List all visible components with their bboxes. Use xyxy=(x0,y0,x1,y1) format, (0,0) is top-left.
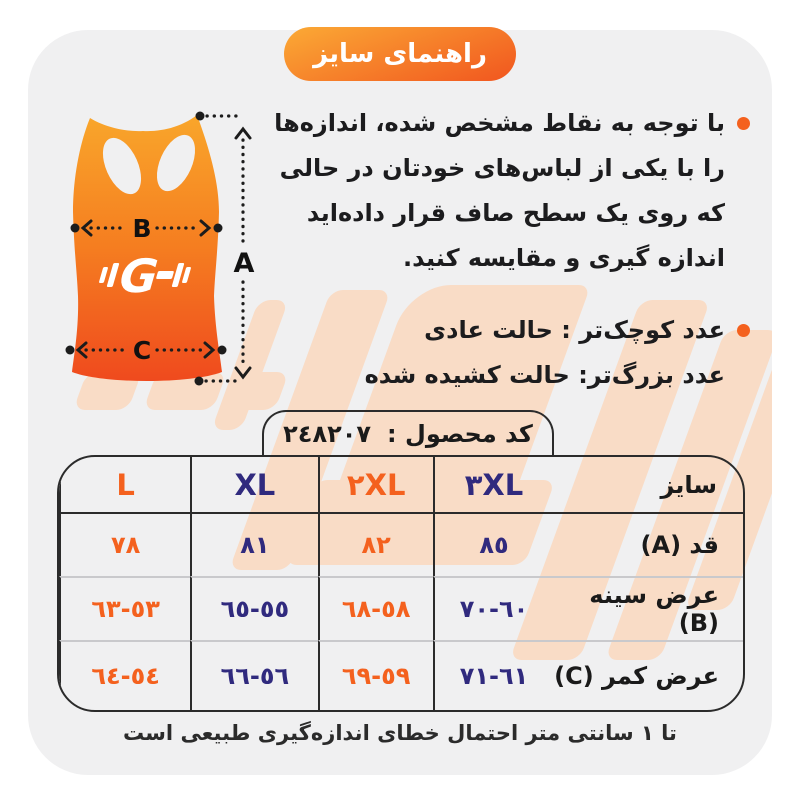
cell-waist-xl: ٥٦-٦٦ xyxy=(190,640,318,710)
measure-arrow-waist xyxy=(65,341,227,359)
armhole-left xyxy=(102,137,142,195)
bullet-dot-icon xyxy=(737,324,750,337)
table-header-size: سایز xyxy=(660,470,717,499)
instruction-line: عدد کوچک‌تر : حالت عادی xyxy=(424,316,725,344)
cell-waist-l: ٥٤-٦٤ xyxy=(59,640,191,710)
row-label-chest: عرض سینه (B) xyxy=(553,576,743,640)
cell-chest-2xl: ٥٨-٦٨ xyxy=(317,576,433,640)
size-guide-badge: راهنمای سایز xyxy=(284,27,516,81)
cell-chest-3xl: ٦٠-٧٠ xyxy=(432,576,554,640)
bullet-number-meaning: عدد کوچک‌تر : حالت عادی عدد بزرگ‌تر: حال… xyxy=(278,308,750,398)
tank-top-body xyxy=(72,115,222,381)
label-b: B xyxy=(132,214,151,243)
row-label-height: قد (A) xyxy=(553,512,743,576)
label-c: C xyxy=(133,336,151,365)
product-code-value: ٢٤٨٢٠٧ xyxy=(283,419,372,448)
instruction-line: را با یکی از لباس‌های خودتان در حالی xyxy=(279,154,725,182)
bullet-measure-text: با توجه به نقاط مشخص شده، اندازه‌ها را ب… xyxy=(274,101,725,281)
product-code-box: کد محصول : ٢٤٨٢٠٧ xyxy=(262,410,554,455)
cell-chest-l: ٥٣-٦٣ xyxy=(59,576,191,640)
cell-waist-2xl: ٥٩-٦٩ xyxy=(317,640,433,710)
product-code-label: کد محصول : xyxy=(387,419,533,448)
instruction-line: با توجه به نقاط مشخص شده، اندازه‌ها xyxy=(274,109,725,137)
cell-chest-xl: ٥٥-٦٥ xyxy=(190,576,318,640)
size-guide-badge-label: راهنمای سایز xyxy=(313,39,487,69)
cell-height-2xl: ٨٢ xyxy=(317,512,433,576)
size-table: سایز ٣XL ٢XL XL L قد (A) ٨٥ ٨٢ ٨١ ٧٨ عرض… xyxy=(57,455,745,712)
cell-height-l: ٧٨ xyxy=(59,512,191,576)
measure-arrow-chest xyxy=(70,219,223,237)
bullet-dot-icon xyxy=(737,117,750,130)
instruction-line: اندازه گیری و مقایسه کنید. xyxy=(403,244,725,272)
cell-waist-3xl: ٦١-٧١ xyxy=(432,640,554,710)
table-header-2xl: ٢XL xyxy=(317,457,433,512)
table-header-3xl: ٣XL xyxy=(432,457,553,512)
row-label-waist: عرض کمر (C) xyxy=(553,640,743,710)
bullet-number-text: عدد کوچک‌تر : حالت عادی عدد بزرگ‌تر: حال… xyxy=(365,308,725,398)
armhole-right xyxy=(156,134,196,192)
instruction-line: عدد بزرگ‌تر: حالت کشیده شده xyxy=(364,361,725,389)
table-header-xl: XL xyxy=(190,457,317,512)
bullet-measure-instruction: با توجه به نقاط مشخص شده، اندازه‌ها را ب… xyxy=(274,101,750,281)
label-a: A xyxy=(234,248,255,279)
cell-height-3xl: ٨٥ xyxy=(432,512,554,576)
tolerance-note: تا ١ سانتی متر احتمال خطای اندازه‌گیری ط… xyxy=(123,721,677,745)
tank-top-illustration: G B C xyxy=(65,111,255,386)
instructions: با توجه به نقاط مشخص شده، اندازه‌ها را ب… xyxy=(274,101,750,398)
measure-arrow-height xyxy=(194,111,252,386)
table-header-l: L xyxy=(59,457,190,512)
cell-height-xl: ٨١ xyxy=(190,512,318,576)
instruction-line: که روی یک سطح صاف قرار داده‌اید xyxy=(306,199,725,227)
